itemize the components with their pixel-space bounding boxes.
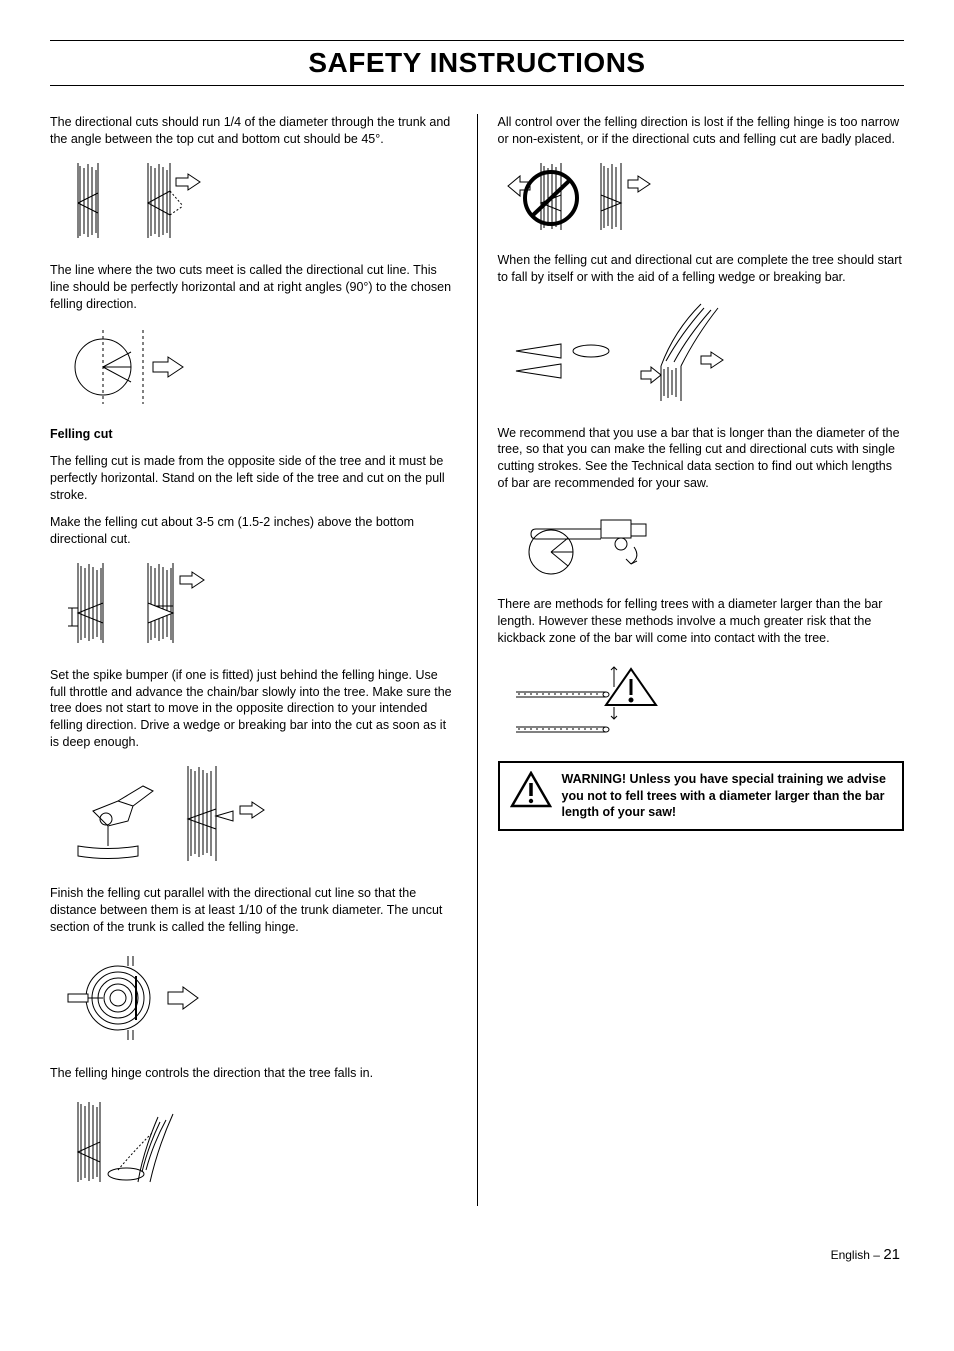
warning-triangle-icon (510, 771, 552, 814)
figure-prohibition-bad-hinge (506, 158, 905, 238)
figure-hinge-top-view (58, 946, 457, 1051)
figure-spike-bumper-wedge (58, 761, 457, 871)
body-text: The line where the two cuts meet is call… (50, 262, 457, 313)
page-title: SAFETY INSTRUCTIONS (50, 40, 904, 86)
body-text: The felling hinge controls the direction… (50, 1065, 457, 1082)
figure-hinge-controls-fall (58, 1092, 457, 1192)
body-text: The directional cuts should run 1/4 of t… (50, 114, 457, 148)
body-text: All control over the felling direction i… (498, 114, 905, 148)
body-text: Finish the felling cut parallel with the… (50, 885, 457, 936)
body-text: When the felling cut and directional cut… (498, 252, 905, 286)
left-column: The directional cuts should run 1/4 of t… (50, 114, 478, 1206)
body-text: Make the felling cut about 3-5 cm (1.5-2… (50, 514, 457, 548)
subheading-felling-cut: Felling cut (50, 426, 457, 443)
footer-language: English (831, 1248, 870, 1262)
right-column: All control over the felling direction i… (478, 114, 905, 1206)
two-column-layout: The directional cuts should run 1/4 of t… (50, 114, 904, 1206)
footer-separator: – (873, 1248, 880, 1262)
page-footer: English – 21 (50, 1246, 904, 1263)
figure-bar-longer-than-diameter (506, 502, 905, 582)
body-text: We recommend that you use a bar that is … (498, 425, 905, 493)
body-text: Set the spike bumper (if one is fitted) … (50, 667, 457, 751)
figure-top-view-90deg (58, 322, 457, 412)
figure-kickback-risk (506, 657, 905, 747)
body-text: There are methods for felling trees with… (498, 596, 905, 647)
warning-text: WARNING! Unless you have special trainin… (562, 771, 893, 822)
figure-wedge-and-falling (506, 296, 905, 411)
body-text: The felling cut is made from the opposit… (50, 453, 457, 504)
footer-page-number: 21 (883, 1246, 900, 1263)
figure-directional-cut-angle (58, 158, 457, 248)
warning-box: WARNING! Unless you have special trainin… (498, 761, 905, 832)
figure-felling-cut-height (58, 558, 457, 653)
